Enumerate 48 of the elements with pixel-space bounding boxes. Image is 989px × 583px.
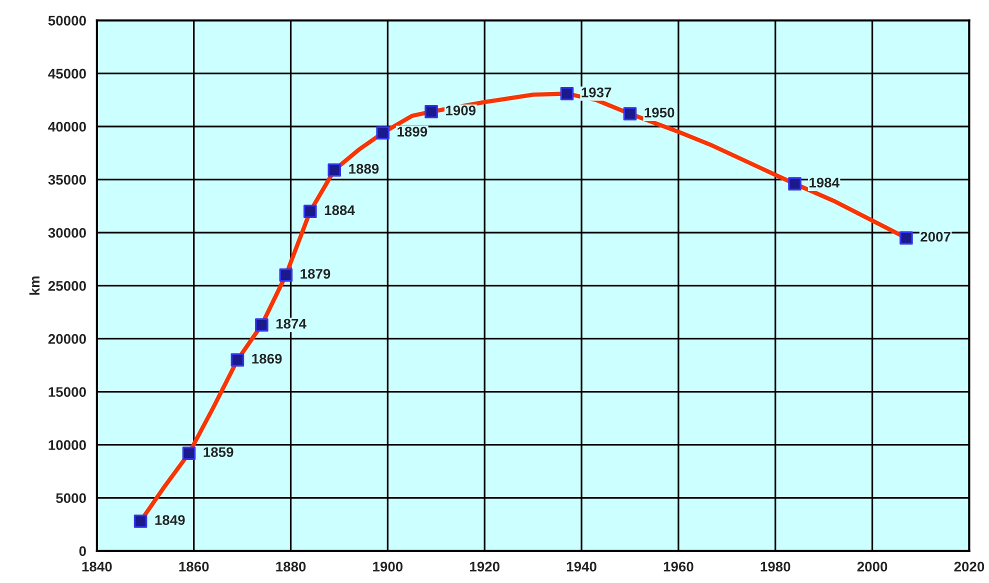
point <box>424 105 438 118</box>
point <box>134 514 148 528</box>
x-tick-label: 1920 <box>470 562 500 572</box>
y-tick-label: 35000 <box>48 174 86 185</box>
y-tick-label: 25000 <box>48 281 86 291</box>
point <box>230 353 244 367</box>
point <box>376 126 390 140</box>
point <box>182 446 196 460</box>
annotation: 1879 <box>300 268 330 279</box>
annotation: 1899 <box>398 126 428 137</box>
x-tick-label: 1840 <box>82 562 112 572</box>
point <box>788 177 802 190</box>
x-tick-label: 2000 <box>857 562 888 572</box>
y-tick-label: 30000 <box>48 228 86 238</box>
y-tick-label: 20000 <box>48 334 86 344</box>
x-tick-label: 1980 <box>760 562 790 572</box>
y-axis-title: km <box>29 276 40 295</box>
x-tick-label: 2020 <box>954 562 984 572</box>
y-tick-label: 45000 <box>48 68 86 79</box>
annotation: 1859 <box>204 447 234 458</box>
y-tick-label: 0 <box>79 546 86 556</box>
annotation: 1869 <box>252 354 282 364</box>
annotation: 1909 <box>446 106 476 116</box>
point <box>623 107 637 120</box>
y-tick-label: 15000 <box>48 387 86 397</box>
y-tick-label: 5000 <box>56 493 86 504</box>
x-tick-label: 1960 <box>664 562 694 572</box>
annotation: 1849 <box>155 515 185 525</box>
point <box>560 86 574 100</box>
annotation: 1984 <box>810 178 840 188</box>
x-tick-label: 1940 <box>566 562 596 572</box>
x-tick-label: 1880 <box>276 562 306 572</box>
annotation: 2007 <box>920 232 950 242</box>
annotation: 1884 <box>324 205 355 216</box>
point <box>900 231 913 245</box>
y-tick-label: 50000 <box>48 16 86 26</box>
annotation: 1874 <box>276 318 306 329</box>
y-tick-label: 40000 <box>48 122 86 132</box>
point <box>255 318 268 332</box>
annotation: 1889 <box>349 164 379 174</box>
annotation: 1950 <box>644 108 674 118</box>
annotation: 1937 <box>582 88 612 98</box>
point <box>328 163 342 177</box>
x-tick-label: 1900 <box>373 562 403 572</box>
point <box>304 204 317 218</box>
point <box>279 268 293 282</box>
y-tick-label: 10000 <box>48 440 86 450</box>
x-tick-label: 1860 <box>179 562 209 572</box>
